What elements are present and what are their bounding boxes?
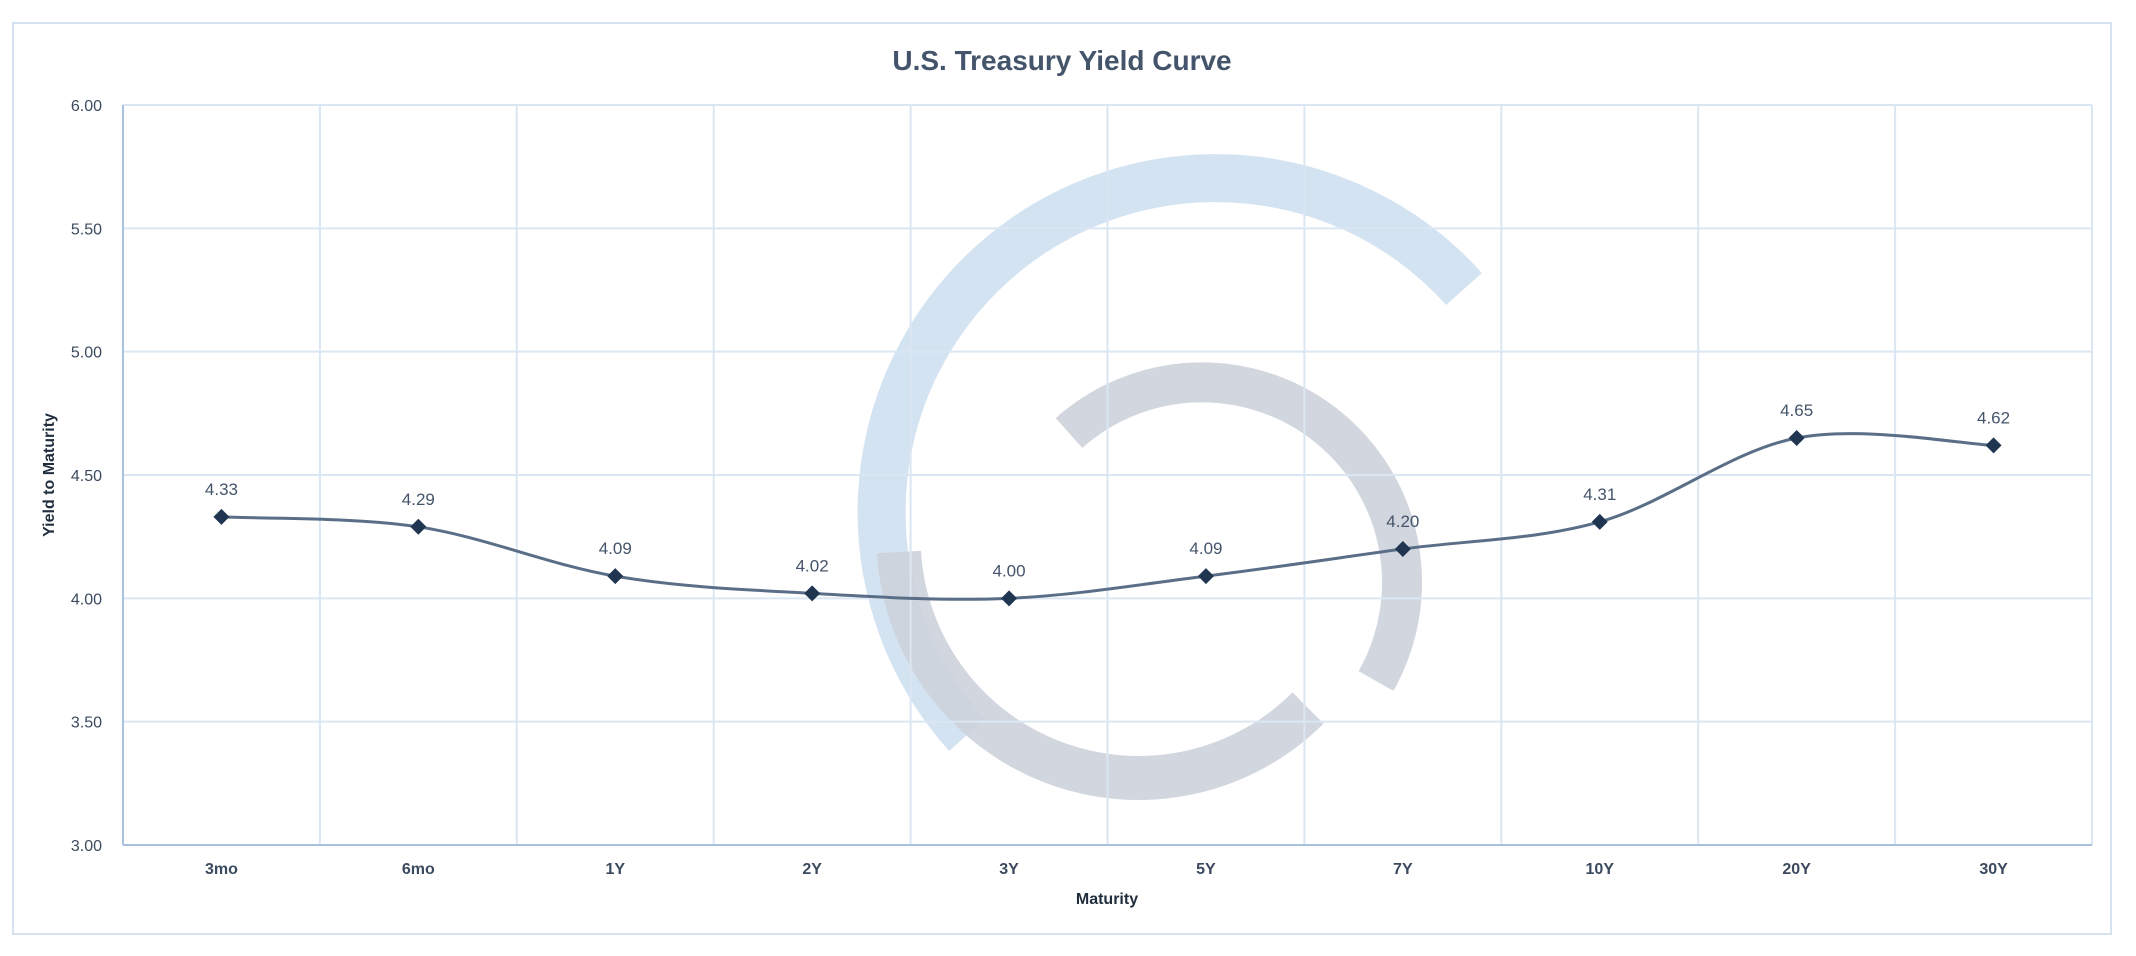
- x-tick-label: 5Y: [1196, 861, 1216, 878]
- watermark-logo: [857, 154, 1482, 800]
- y-axis-title: Yield to Maturity: [41, 413, 58, 537]
- data-label: 4.20: [1386, 512, 1419, 531]
- x-tick-label: 10Y: [1586, 861, 1615, 878]
- watermark-grey-arc-bottom: [877, 550, 1324, 800]
- data-point-marker: [410, 518, 427, 535]
- y-tick-label: 6.00: [71, 98, 102, 115]
- data-point-marker: [213, 508, 230, 525]
- data-label: 4.31: [1583, 485, 1616, 504]
- data-label: 4.33: [205, 480, 238, 499]
- x-tick-label: 3mo: [205, 861, 238, 878]
- x-tick-label: 1Y: [605, 861, 625, 878]
- data-label: 4.00: [993, 561, 1026, 580]
- x-tick-label: 30Y: [1979, 861, 2008, 878]
- x-tick-label: 2Y: [802, 861, 822, 878]
- series-line: [221, 432, 1994, 601]
- data-label: 4.65: [1780, 401, 1813, 420]
- x-tick-label: 20Y: [1782, 861, 1811, 878]
- y-tick-label: 3.50: [71, 715, 102, 732]
- y-tick-label: 5.50: [71, 221, 102, 238]
- data-label: 4.09: [599, 539, 632, 558]
- data-point-marker: [1591, 513, 1608, 530]
- x-axis-title: Maturity: [1076, 891, 1138, 908]
- x-tick-label: 7Y: [1393, 861, 1413, 878]
- y-tick-label: 5.00: [71, 345, 102, 362]
- data-point-marker: [1985, 437, 2002, 454]
- data-point-marker: [1197, 568, 1214, 585]
- y-tick-label: 4.50: [71, 468, 102, 485]
- y-tick-label: 4.00: [71, 591, 102, 608]
- data-point-marker: [1001, 590, 1018, 607]
- y-tick-label: 3.00: [71, 838, 102, 855]
- watermark-grey-arc-top: [1055, 362, 1423, 691]
- data-point-marker: [1394, 541, 1411, 557]
- data-label: 4.09: [1189, 539, 1222, 558]
- chart-title: U.S. Treasury Yield Curve: [892, 45, 1231, 76]
- data-label: 4.62: [1977, 408, 2010, 427]
- chart-frame: [12, 22, 2112, 935]
- data-point-marker: [804, 585, 821, 602]
- data-label: 4.29: [402, 490, 435, 509]
- x-tick-label: 3Y: [999, 861, 1019, 878]
- data-label: 4.02: [796, 556, 829, 575]
- data-point-marker: [1788, 430, 1805, 446]
- x-tick-label: 6mo: [402, 861, 435, 878]
- data-point-marker: [607, 568, 624, 585]
